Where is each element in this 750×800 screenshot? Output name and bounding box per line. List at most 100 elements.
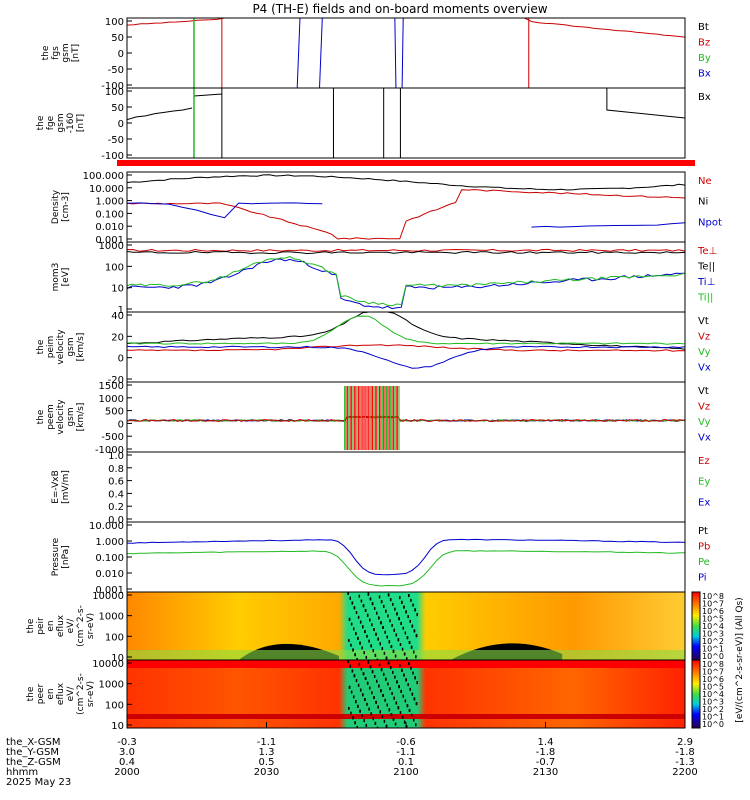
y-tick-label: -100 — [101, 151, 124, 162]
speckle — [355, 700, 357, 704]
speckle — [377, 637, 379, 641]
speckle — [365, 655, 368, 659]
y-label-line: gsm — [61, 43, 71, 62]
speckle — [406, 704, 409, 708]
series-line — [127, 312, 685, 350]
colorbar-tick: 10^0 — [702, 652, 724, 661]
red-band — [127, 714, 685, 719]
figure-title: P4 (TH-E) fields and on-board moments ov… — [252, 2, 547, 16]
speckle — [408, 594, 410, 598]
speckle — [415, 702, 418, 706]
legend-entry: By — [698, 53, 711, 64]
colorbar-tick: 10^4 — [702, 622, 724, 631]
red-separator — [117, 160, 695, 166]
speckle — [399, 596, 401, 600]
speckle — [358, 662, 361, 666]
y-tick-label: 500 — [105, 407, 124, 418]
y-label-line: eV/ — [66, 618, 76, 634]
y-tick-label: 40 — [111, 311, 124, 322]
series-line — [127, 345, 685, 369]
plot-area-p6 — [127, 386, 685, 450]
colorbar-strip — [691, 659, 701, 729]
speckle — [364, 698, 366, 702]
speckle — [413, 629, 416, 633]
speckle — [394, 607, 396, 611]
speckle — [403, 605, 405, 609]
speckle — [387, 593, 390, 597]
speckle — [406, 636, 409, 640]
colorbar-tick: 10^3 — [702, 630, 724, 639]
speckle — [388, 640, 391, 644]
panel-p2: 100 50 0 -50 -100 the fge gsm -160 [nT] Bx — [36, 87, 711, 166]
y-label-line: eflux — [56, 682, 66, 705]
ephemeris-value: -1.8 — [536, 747, 556, 758]
y-tick-label: 0 — [118, 419, 124, 430]
y-tick-label: 1.000 — [95, 537, 124, 548]
speckle — [376, 658, 379, 660]
y-label-line: the — [26, 618, 36, 633]
speckle — [379, 642, 381, 646]
speckle — [370, 644, 372, 648]
y-label-line: mom3 — [51, 263, 61, 292]
speckle — [364, 609, 367, 612]
speckle — [381, 715, 384, 719]
speckle — [387, 682, 389, 686]
plot-area-p1 — [127, 18, 685, 88]
series-line — [296, 18, 404, 88]
series-line — [127, 258, 685, 310]
series-line — [127, 415, 685, 423]
colorbar-tick: 10^0 — [702, 720, 724, 729]
y-label-line: peer — [36, 683, 46, 704]
speckle — [357, 636, 359, 640]
speckle — [355, 632, 357, 636]
plot-area-p3 — [127, 174, 685, 240]
colorbar-tick: 10^2 — [702, 637, 724, 646]
speckle — [408, 640, 411, 644]
colorbar-strip — [691, 591, 701, 661]
ephemeris-value: -1.8 — [675, 747, 695, 758]
speckle — [386, 703, 388, 707]
speckle — [368, 707, 370, 711]
speckle — [382, 626, 384, 629]
speckle — [362, 625, 364, 629]
speckle — [407, 683, 409, 687]
speckle — [353, 606, 356, 610]
series-line — [127, 538, 685, 576]
y-tick-label: -1000 — [95, 445, 124, 456]
y-tick-label: 0.010 — [95, 569, 124, 580]
speckle — [366, 702, 368, 706]
series-line — [127, 189, 685, 240]
panel-frame — [126, 171, 686, 243]
y-tick-label: 100 — [105, 632, 124, 643]
speckle — [387, 661, 390, 665]
legend-entry: Pt — [698, 526, 708, 537]
time-tick-label: 2030 — [254, 767, 279, 778]
speckle — [394, 654, 397, 658]
legend-entry: Vy — [698, 347, 711, 358]
speckle — [384, 698, 386, 702]
speckle — [387, 614, 389, 618]
y-label-line: the — [41, 45, 51, 60]
speckle — [348, 706, 350, 710]
y-label-line: [km/s] — [76, 403, 86, 432]
speckle — [359, 709, 361, 713]
speckle — [389, 619, 391, 623]
legend-entry: Ti|| — [697, 293, 713, 304]
legend-entry: Bx — [698, 69, 711, 80]
y-tick-label: 50 — [111, 33, 124, 44]
legend-entry: Vt — [698, 316, 709, 327]
speckle — [402, 694, 405, 698]
speckle — [363, 719, 365, 723]
speckle — [381, 647, 384, 651]
y-tick-label: 1 — [118, 305, 124, 316]
series-line — [127, 202, 323, 219]
speckle — [352, 695, 355, 699]
speckle — [415, 634, 418, 638]
speckle — [389, 666, 392, 670]
speckle — [383, 719, 386, 723]
speckle — [395, 701, 398, 705]
speckle — [359, 620, 362, 624]
y-tick-label: 100 — [105, 262, 124, 273]
y-label-line: Density — [51, 189, 61, 224]
